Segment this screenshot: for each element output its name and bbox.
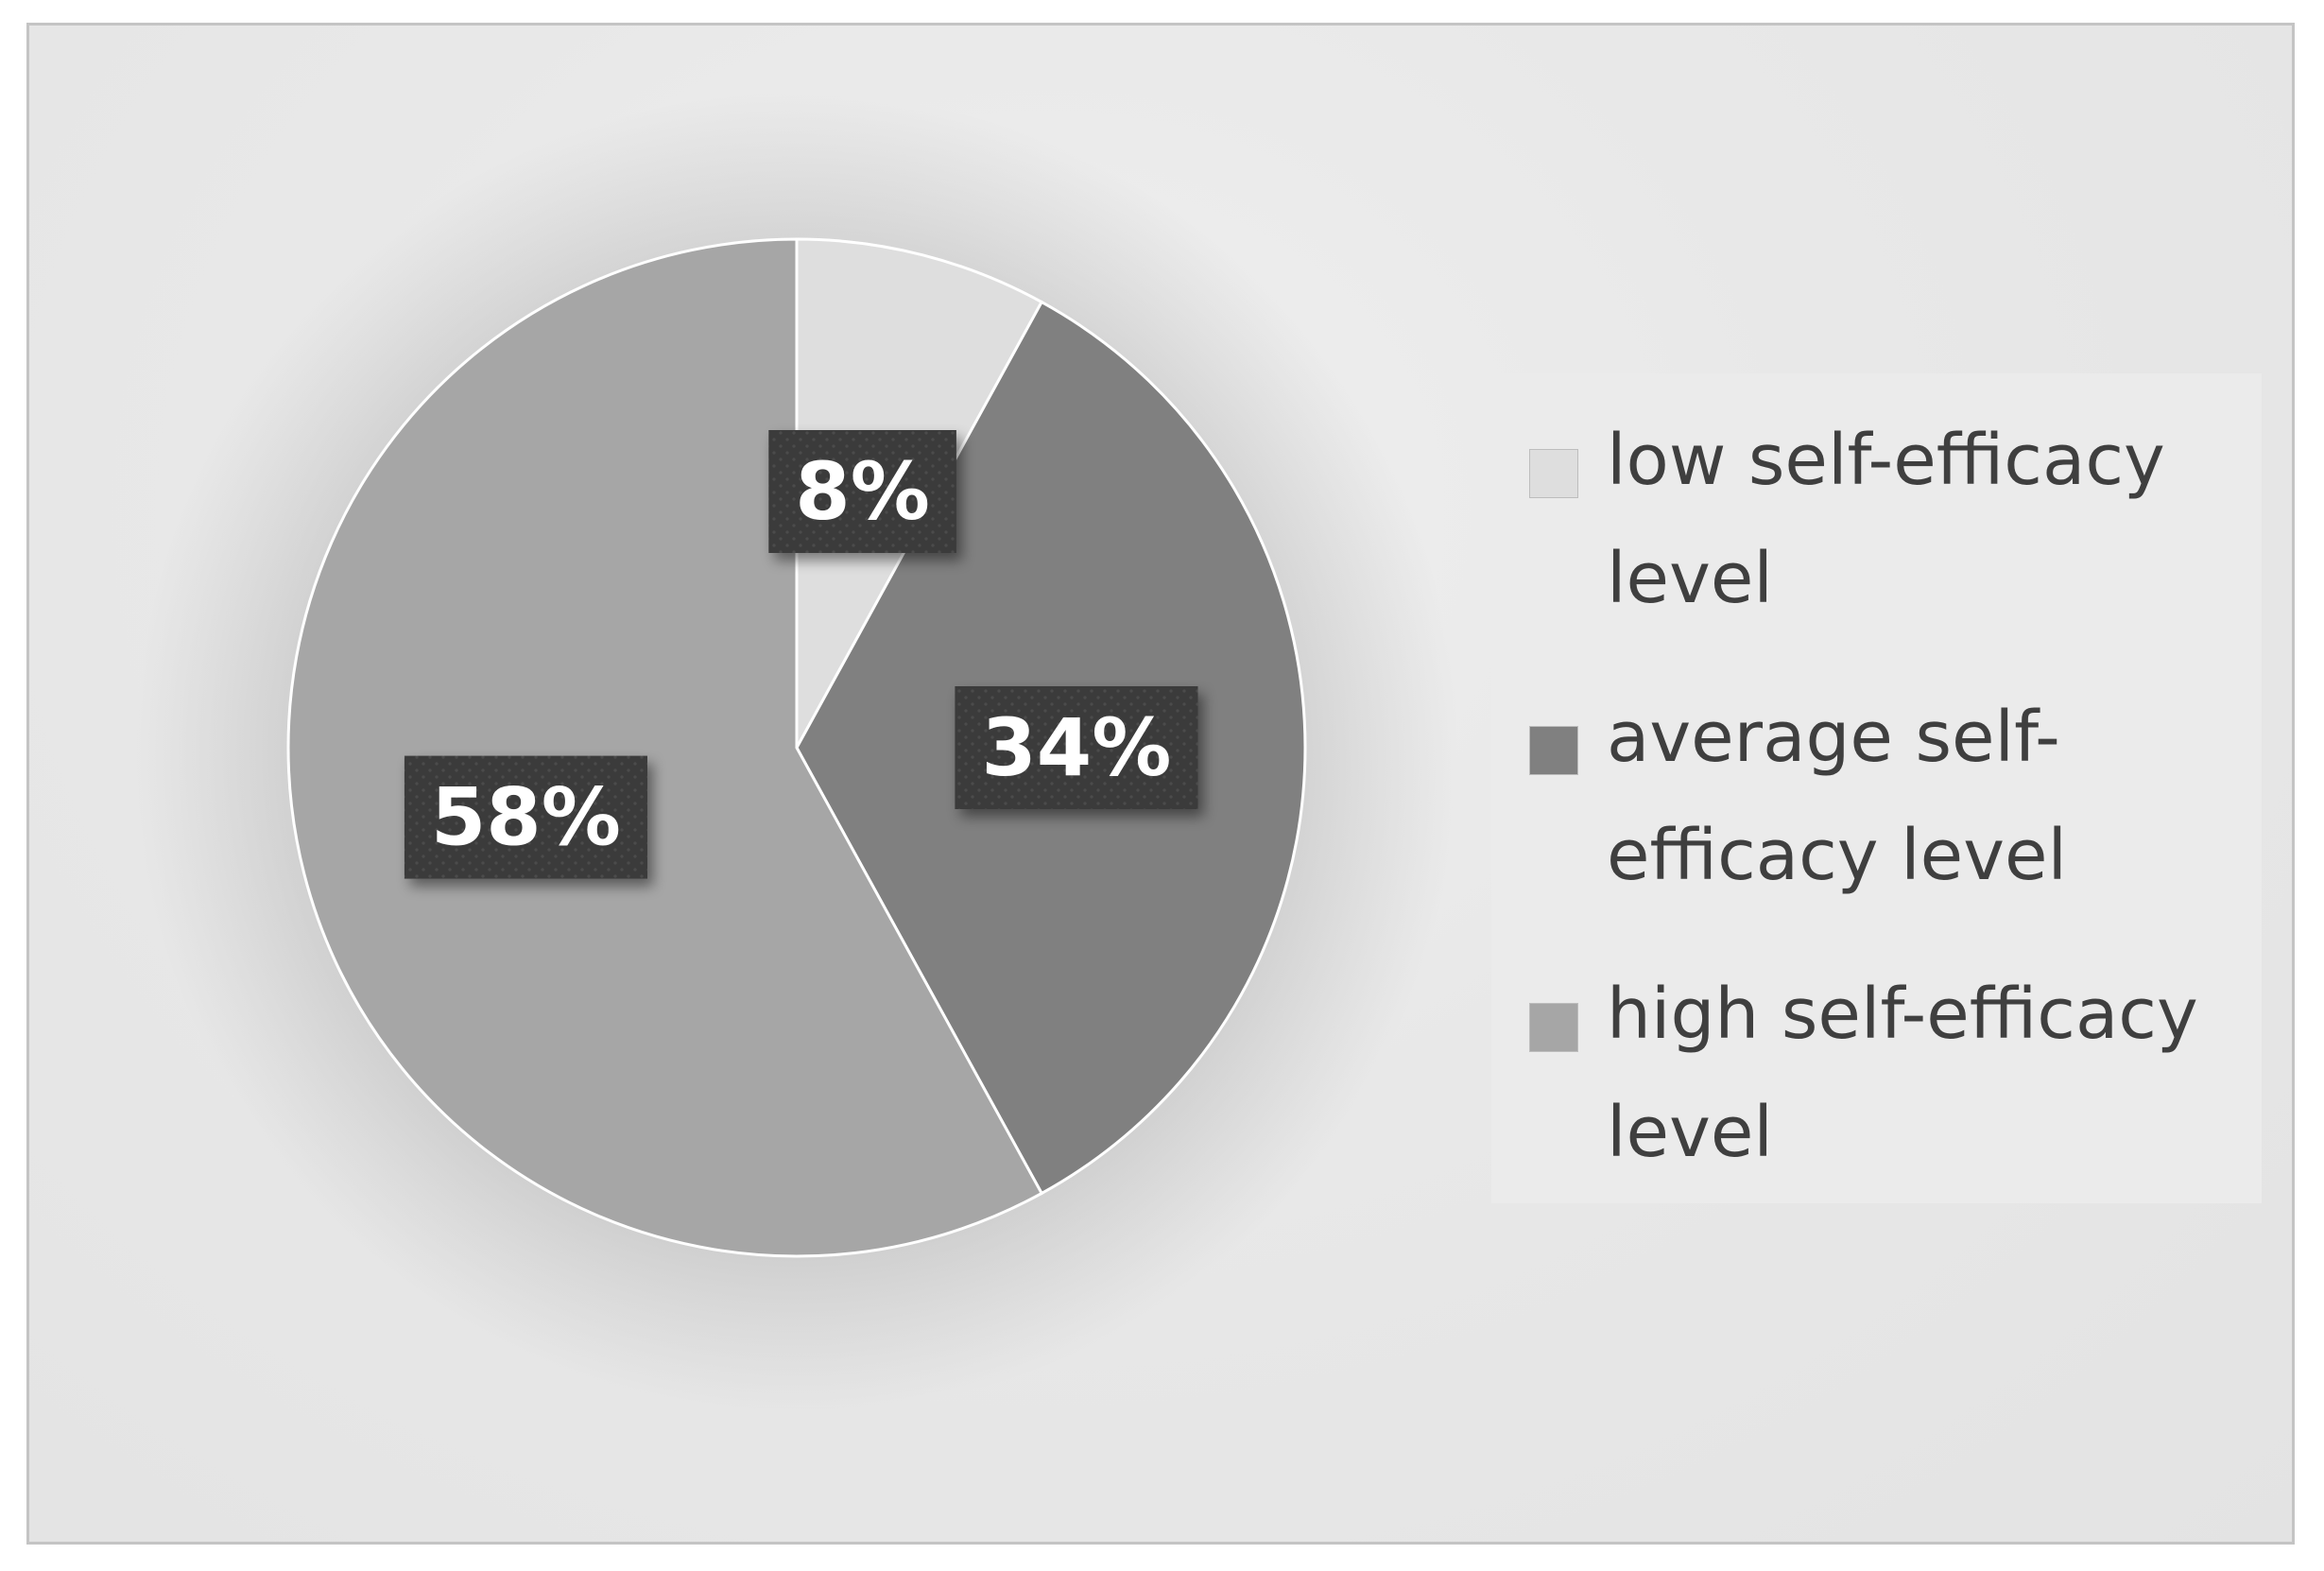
data-label-text-average-self-efficacy-level: 34%	[981, 701, 1171, 794]
legend: low self-efficacy level average self-eff…	[1491, 373, 2262, 1203]
legend-label-low: low self-efficacy level	[1607, 420, 2165, 619]
data-label-high-self-efficacy-level: 58%	[404, 755, 647, 879]
legend-label-high: high self-efficacy level	[1607, 974, 2198, 1173]
legend-swatch-high	[1529, 1003, 1578, 1052]
data-labels: 8% 34% 58%	[404, 430, 1198, 879]
data-label-low-self-efficacy-level: 8%	[768, 430, 956, 553]
data-label-box-high-self-efficacy-level	[404, 755, 647, 879]
data-label-box-low-self-efficacy-level	[768, 430, 956, 553]
data-label-average-self-efficacy-level: 34%	[955, 686, 1198, 809]
chart-frame: 8% 34% 58% low self-efficacy level average…	[26, 23, 2295, 1545]
data-label-box-average-self-efficacy-level	[955, 686, 1198, 809]
pie-chart: 8% 34% 58%	[135, 92, 1458, 1415]
legend-item-high: high self-efficacy level	[1529, 965, 2262, 1242]
legend-item-low: low self-efficacy level	[1529, 411, 2262, 688]
data-label-text-high-self-efficacy-level: 58%	[431, 771, 621, 864]
legend-swatch-average	[1529, 726, 1578, 775]
legend-label-average: average self-efficacy level	[1607, 697, 2068, 896]
data-label-text-low-self-efficacy-level: 8%	[795, 445, 930, 538]
legend-swatch-low	[1529, 449, 1578, 498]
legend-item-average: average self-efficacy level	[1529, 688, 2262, 965]
pie-slice-high-self-efficacy-level	[286, 237, 1044, 1258]
